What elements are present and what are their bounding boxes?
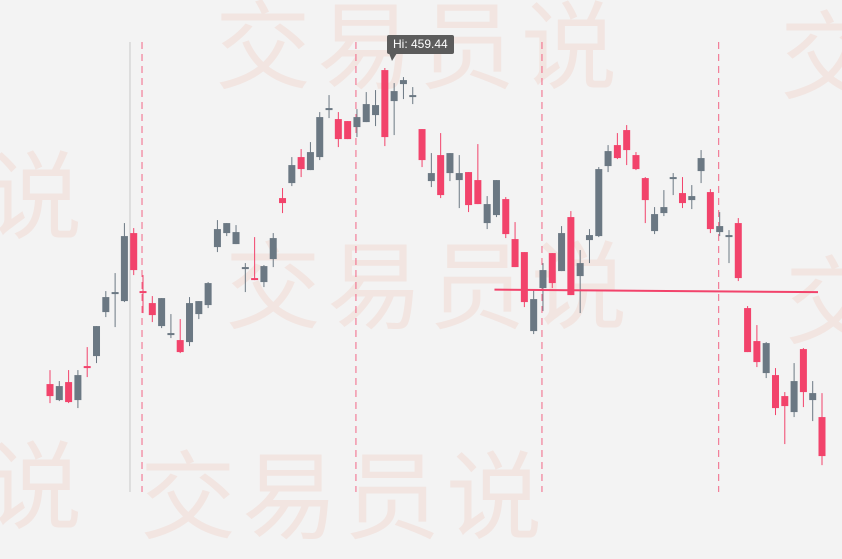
candle-down <box>269 238 277 260</box>
candle-down <box>288 165 296 184</box>
candle-down <box>111 292 119 295</box>
candle-up <box>46 384 54 397</box>
candle-up <box>418 129 426 161</box>
candle-down <box>483 204 491 224</box>
candle-down <box>55 386 63 401</box>
candle-down <box>688 196 696 201</box>
candle-up <box>502 199 510 235</box>
candle-down <box>651 214 659 232</box>
candle-down <box>576 263 584 277</box>
candle-down <box>427 173 435 182</box>
candle-down <box>558 233 566 272</box>
candle-down <box>604 151 612 167</box>
candle-down <box>195 301 203 315</box>
candle-down <box>232 232 240 245</box>
candlestick-chart <box>46 42 826 492</box>
candle-up <box>678 193 686 204</box>
candle-down <box>167 333 175 336</box>
candle-up <box>251 278 259 281</box>
candle-down <box>790 381 798 413</box>
candle-down <box>595 169 603 237</box>
candle-up <box>139 291 147 294</box>
candle-up <box>474 180 482 205</box>
candle-down <box>120 236 128 302</box>
candle-up <box>753 341 761 363</box>
candle-down <box>697 158 705 172</box>
candle-up <box>781 396 789 407</box>
candle-down <box>306 152 314 171</box>
candle-down <box>93 326 101 357</box>
candle-up <box>567 217 575 296</box>
candle-down <box>725 235 733 238</box>
candle-down <box>446 153 454 174</box>
candle-down <box>186 303 194 343</box>
candle-down <box>204 283 212 306</box>
candle-down <box>353 117 361 128</box>
candle-down <box>390 91 398 102</box>
candle-down <box>241 267 249 270</box>
candle-up <box>130 233 138 271</box>
candle-down <box>660 207 668 214</box>
candle-up <box>148 303 156 316</box>
candle-up <box>511 239 519 268</box>
candle-down <box>492 180 500 216</box>
support-level-line <box>494 288 819 294</box>
candle-down <box>809 393 817 401</box>
candle-up <box>613 145 621 159</box>
candle-down <box>74 375 82 401</box>
candle-down <box>399 80 407 85</box>
high-price-tooltip: Hi: 459.44 <box>387 35 454 61</box>
candle-up <box>465 172 473 206</box>
candle-up <box>734 223 742 279</box>
candle-down <box>102 297 110 313</box>
candle-up <box>706 192 714 230</box>
candle-up <box>297 157 305 170</box>
candle-up <box>279 198 287 204</box>
candle-down <box>316 117 324 158</box>
candle-up <box>83 366 91 369</box>
candle-up <box>334 119 342 140</box>
candle-down <box>539 270 547 289</box>
candle-up <box>623 130 631 151</box>
candle-up <box>176 340 184 353</box>
candle-down <box>716 226 724 233</box>
candle-down <box>213 229 221 248</box>
candle-down <box>325 108 333 111</box>
candle-down <box>530 299 538 332</box>
candle-down <box>158 298 166 327</box>
candle-up <box>520 252 528 303</box>
candle-up <box>381 70 389 138</box>
candle-up <box>437 155 445 196</box>
candle-down <box>372 105 380 116</box>
candle-down <box>762 343 770 374</box>
candle-down <box>409 95 417 98</box>
candle-down <box>585 235 593 241</box>
candle-up <box>344 121 352 140</box>
candle-down <box>669 177 677 180</box>
candle-up <box>744 308 752 353</box>
candle-up <box>771 375 779 409</box>
candle-down <box>455 173 463 181</box>
candle-up <box>632 155 640 170</box>
candle-up <box>65 382 73 403</box>
candle-up <box>818 417 826 457</box>
candle-up <box>548 253 556 284</box>
candle-down <box>223 223 231 234</box>
candle-up <box>799 349 807 393</box>
candle-down <box>362 104 370 123</box>
candle-down <box>260 266 268 283</box>
candle-up <box>641 178 649 201</box>
